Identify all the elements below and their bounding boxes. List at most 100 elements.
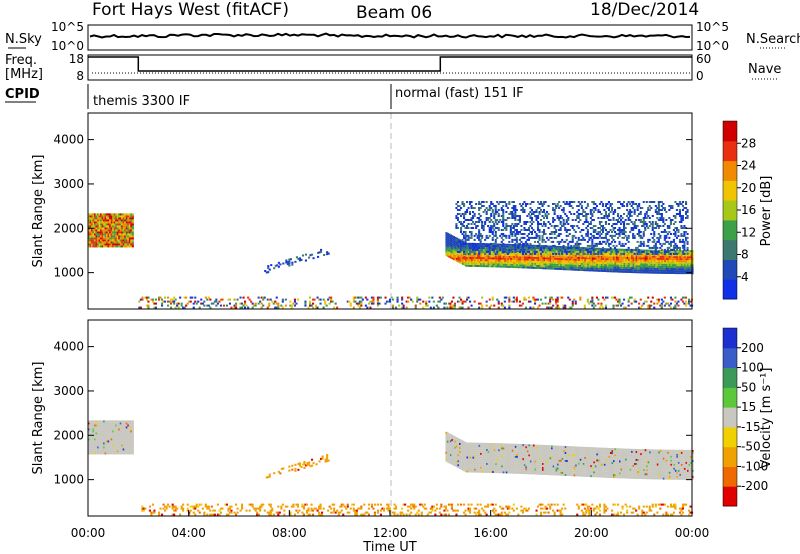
power-cell [683, 231, 686, 233]
power-cell [590, 269, 593, 272]
power-cell [521, 209, 524, 211]
power-cell [659, 246, 662, 249]
power-cell [680, 256, 683, 259]
power-cell [546, 257, 549, 260]
power-cell [659, 219, 662, 221]
power-cell [683, 227, 686, 229]
power-cell [673, 262, 676, 265]
velocity-cell [88, 426, 91, 429]
power-cell [659, 213, 662, 215]
power-cell [541, 205, 544, 207]
power-cell [475, 244, 478, 247]
power-cell [638, 271, 641, 274]
power-cell [228, 298, 231, 301]
power-cell [600, 261, 603, 264]
power-cell [457, 254, 460, 257]
power-cell [530, 217, 533, 219]
power-cell [523, 298, 526, 301]
power-cell [668, 252, 671, 255]
power-cell [476, 248, 479, 251]
power-cell [127, 245, 130, 248]
power-cell [591, 304, 594, 307]
power-cell [543, 211, 546, 213]
velocity-cell [103, 434, 106, 437]
power-cell [625, 266, 628, 269]
power-cell [680, 264, 683, 267]
power-cell [649, 267, 652, 270]
power-cell [496, 223, 499, 225]
power-cell [564, 223, 567, 225]
power-cell [580, 205, 583, 207]
power-cell [493, 259, 496, 262]
power-cell [526, 203, 529, 205]
power-cell [514, 217, 517, 219]
power-cell [601, 248, 604, 251]
power-cell [644, 217, 647, 219]
power-cell [118, 241, 121, 244]
power-cell [448, 255, 451, 258]
power-cell [502, 221, 505, 223]
power-cell [599, 259, 602, 262]
power-cell [501, 265, 504, 268]
power-cell [472, 221, 475, 223]
power-cell [571, 207, 574, 209]
power-cell [578, 268, 581, 271]
power-cell [617, 252, 620, 255]
power-cell [589, 211, 592, 213]
velocity-cell [94, 420, 97, 423]
power-cell [520, 266, 523, 269]
power-cell [446, 238, 449, 241]
power-cell [653, 306, 656, 309]
power-cell [659, 263, 662, 266]
power-cell [91, 239, 94, 242]
power-cell [588, 257, 591, 260]
power-cell [467, 234, 470, 237]
power-cell [476, 234, 479, 237]
power-cell [587, 267, 590, 270]
power-cell [514, 260, 517, 263]
power-cell [620, 262, 623, 265]
power-cell [598, 242, 601, 245]
power-cell [451, 249, 454, 252]
velocity-cell [92, 436, 95, 439]
power-cell [98, 237, 101, 240]
power-cell [542, 265, 545, 268]
power-cell [526, 260, 529, 263]
power-cell [573, 266, 576, 269]
power-cell [479, 240, 482, 243]
power-cell [493, 215, 496, 217]
power-cell [626, 251, 629, 253]
power-cell [113, 241, 116, 244]
power-cell [608, 260, 611, 263]
power-cell [626, 209, 629, 211]
power-cell [597, 231, 600, 233]
power-cell [494, 252, 497, 255]
power-cell [527, 246, 530, 249]
power-cell [529, 256, 532, 259]
power-cell [685, 268, 688, 271]
power-cell [544, 240, 547, 243]
power-cell [578, 254, 581, 257]
power-cell [494, 231, 497, 233]
power-cell [496, 261, 499, 264]
power-cell [614, 211, 617, 213]
power-cell [594, 247, 597, 250]
power-cell [127, 221, 130, 224]
power-cell [682, 270, 685, 273]
power-cell [515, 236, 518, 239]
power-cell [656, 261, 659, 264]
power-cell [659, 271, 662, 274]
power-cell [458, 242, 461, 245]
power-cell [646, 263, 649, 266]
velocity-cell [110, 426, 113, 429]
power-cell [567, 296, 570, 299]
power-cell [524, 221, 527, 223]
power-cell [532, 260, 535, 263]
power-cell [622, 260, 625, 263]
power-cell [660, 215, 663, 217]
power-cell [568, 240, 571, 243]
power-cell [679, 266, 682, 269]
power-cell [685, 217, 688, 219]
power-cell [490, 259, 493, 262]
power-cell [647, 244, 650, 247]
